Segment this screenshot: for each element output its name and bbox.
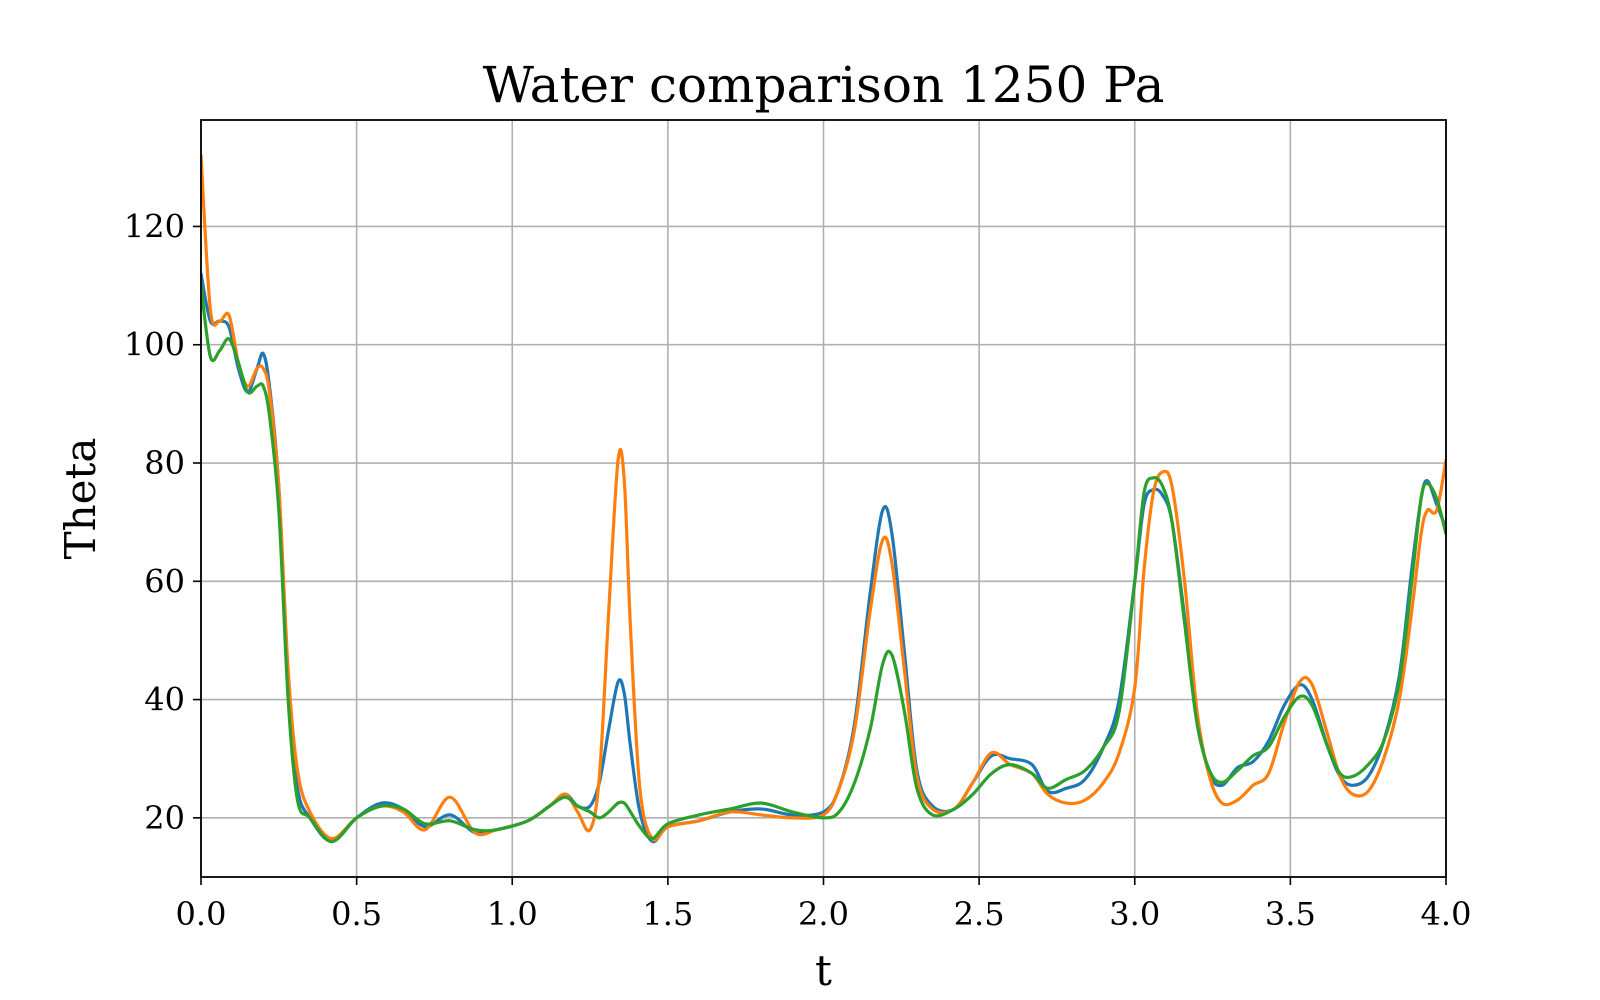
x-tick-label: 1.0 <box>487 895 538 933</box>
y-tick-label: 20 <box>144 799 185 837</box>
series-line-3 <box>201 283 1446 844</box>
y-tick-label: 60 <box>144 562 185 600</box>
x-tick-label: 0.5 <box>331 895 382 933</box>
y-tick-label: 40 <box>144 681 185 719</box>
y-tick-label: 80 <box>144 444 185 482</box>
x-tick-label: 0.0 <box>176 895 227 933</box>
x-axis-label: t <box>815 946 832 995</box>
y-tick-label: 100 <box>124 326 185 364</box>
x-tick-label: 4.0 <box>1421 895 1472 933</box>
x-tick-label: 3.0 <box>1109 895 1160 933</box>
x-tick-label: 2.0 <box>798 895 849 933</box>
x-tick-label: 1.5 <box>642 895 693 933</box>
axis-ticks: 0.0 0.5 1.0 1.5 2.0 2.5 3.0 3.5 4.0 20 40 60 80 100 12… <box>124 207 1472 933</box>
y-tick-label: 120 <box>124 207 185 245</box>
series-line-2 <box>201 153 1446 842</box>
chart-title: Water comparison 1250 Pa <box>483 56 1165 114</box>
x-tick-label: 3.5 <box>1265 895 1316 933</box>
series-layer <box>201 153 1446 844</box>
grid <box>200 120 1447 877</box>
y-axis-label: Theta <box>56 438 105 560</box>
x-tick-label: 2.5 <box>954 895 1005 933</box>
